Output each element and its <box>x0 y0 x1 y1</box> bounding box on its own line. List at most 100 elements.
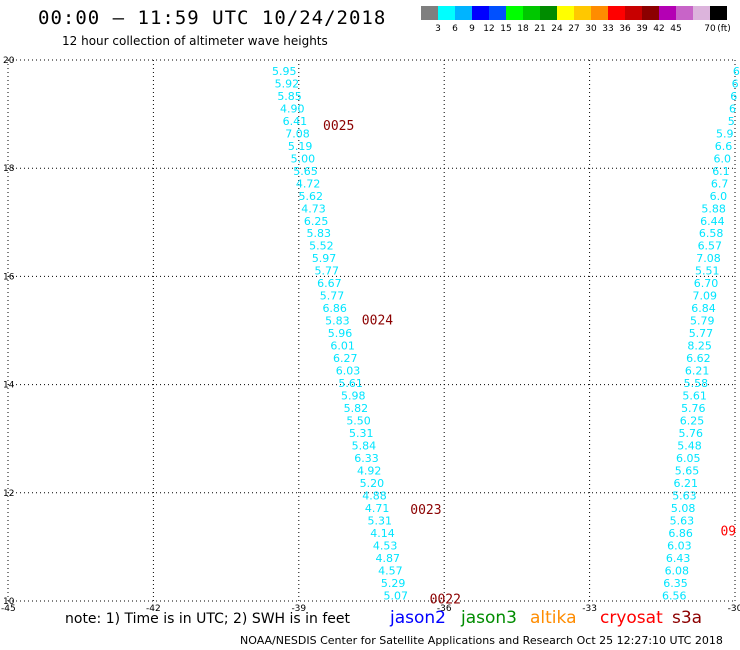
scale-label: 42 <box>653 24 665 34</box>
scale-swatch <box>574 6 591 20</box>
scale-label: 15 <box>500 24 512 34</box>
wave-height-value: 5 <box>728 115 735 128</box>
wave-height-value: 6.01 <box>330 340 355 353</box>
wave-height-value: 5.07 <box>383 590 408 603</box>
scale-label: 24 <box>551 24 563 34</box>
wave-height-value: 7.08 <box>696 252 721 265</box>
wave-height-value: 5.62 <box>299 190 324 203</box>
wave-height-value: 5.84 <box>352 440 377 453</box>
wave-height-value: 6.0 <box>713 152 731 165</box>
wave-height-value: 6.84 <box>691 302 716 315</box>
wave-height-value: 5.61 <box>338 377 363 390</box>
wave-height-value: 4.73 <box>301 202 326 215</box>
wave-height-value: 5.92 <box>275 77 300 90</box>
wave-height-value: 6.86 <box>322 302 347 315</box>
scale-swatch <box>438 6 455 20</box>
scale-swatch <box>710 6 727 20</box>
wave-height-value: 5.58 <box>684 377 709 390</box>
wave-height-value: 4.72 <box>296 177 321 190</box>
wave-height-value: 6.1 <box>712 165 730 178</box>
wave-height-value: 4.88 <box>362 490 387 503</box>
wave-height-value: 5.61 <box>682 390 707 403</box>
wave-height-value: 5.31 <box>349 427 374 440</box>
scale-swatch <box>591 6 608 20</box>
wave-height-value: 6.25 <box>680 415 705 428</box>
wave-height-value: 5.29 <box>381 577 406 590</box>
wave-height-value: 6.70 <box>694 277 719 290</box>
wave-height-value: 7.08 <box>285 127 310 140</box>
scale-swatch <box>523 6 540 20</box>
wave-height-value: 6.03 <box>667 540 692 553</box>
scale-swatch <box>557 6 574 20</box>
legend-altika: altika <box>530 608 577 628</box>
wave-height-value: 6.35 <box>663 577 688 590</box>
legend-s3a: s3a <box>672 608 703 628</box>
pass-time-label: 0022 <box>430 592 461 607</box>
wave-height-value: 5.77 <box>689 327 714 340</box>
wave-height-value: 5.08 <box>671 502 696 515</box>
wave-height-value: 5.00 <box>291 152 316 165</box>
wave-height-value: 5.88 <box>701 202 726 215</box>
wave-height-value: 5.9 <box>716 127 734 140</box>
scale-swatch <box>489 6 506 20</box>
page-title: 00:00 – 11:59 UTC 10/24/2018 <box>38 7 387 29</box>
wave-height-value: 5.76 <box>681 402 706 415</box>
wave-height-value: 6.0 <box>710 190 728 203</box>
wave-height-value: 6.41 <box>283 115 308 128</box>
wave-height-value: 5.82 <box>344 402 369 415</box>
x-tick-label: -42 <box>146 604 161 614</box>
wave-height-value: 5.65 <box>293 165 318 178</box>
scale-label: 39 <box>636 24 648 34</box>
wave-height-value: 6.05 <box>676 452 701 465</box>
wave-height-value: 6.7 <box>711 177 729 190</box>
wave-height-value: 6.21 <box>685 365 710 378</box>
wave-height-value: 6.33 <box>354 452 379 465</box>
pass-time-label: 0025 <box>323 119 354 134</box>
x-tick-label: -33 <box>582 604 597 614</box>
wave-height-value: 7.09 <box>692 290 717 303</box>
y-tick-label: 18 <box>3 164 15 174</box>
pass-time-label: 09 <box>720 525 736 540</box>
pass-time-label: 0024 <box>362 314 393 329</box>
wave-height-value: 5.63 <box>670 515 695 528</box>
wave-height-value: 4.90 <box>280 102 305 115</box>
wave-height-value: 6.27 <box>333 352 358 365</box>
wave-height-value: 6.21 <box>673 477 698 490</box>
wave-height-value: 5.83 <box>307 227 332 240</box>
y-tick-label: 10 <box>3 597 15 607</box>
scale-swatch <box>625 6 642 20</box>
scale-label: 27 <box>568 24 580 34</box>
y-tick-label: 16 <box>3 272 15 282</box>
y-tick-label: 14 <box>3 381 15 391</box>
wave-height-value: 5.31 <box>368 515 393 528</box>
wave-height-value: 5.65 <box>675 465 700 478</box>
legend-jason2: jason2 <box>390 608 446 628</box>
scale-swatch <box>608 6 625 20</box>
wave-height-value: 4.57 <box>378 565 403 578</box>
wave-height-value: 6.57 <box>698 240 723 253</box>
scale-swatch <box>693 6 710 20</box>
wave-height-value: 6.6 <box>715 140 733 153</box>
wave-height-value: 5.77 <box>320 290 345 303</box>
footer-note: note: 1) Time is in UTC; 2) SWH is in fe… <box>65 611 351 627</box>
scale-swatch <box>421 6 438 20</box>
scale-swatch <box>642 6 659 20</box>
wave-height-value: 5.85 <box>277 90 302 103</box>
x-tick-label: -45 <box>1 604 16 614</box>
wave-height-value: 6.03 <box>336 365 361 378</box>
scale-label: 12 <box>483 24 495 34</box>
wave-height-value: 6 <box>733 65 740 78</box>
wave-height-value: 5.51 <box>695 265 720 278</box>
x-tick-label: -39 <box>291 604 306 614</box>
legend-jason3: jason3 <box>461 608 517 628</box>
wave-height-value: 5.97 <box>312 252 337 265</box>
scale-label: 21 <box>534 24 546 34</box>
wave-height-value: 6 <box>729 102 736 115</box>
wave-height-value: 4.92 <box>357 465 382 478</box>
wave-height-value: 5.50 <box>346 415 371 428</box>
wave-height-value: 6.86 <box>668 527 693 540</box>
scale-swatch <box>506 6 523 20</box>
scale-swatch <box>659 6 676 20</box>
wave-height-value: 6.25 <box>304 215 329 228</box>
